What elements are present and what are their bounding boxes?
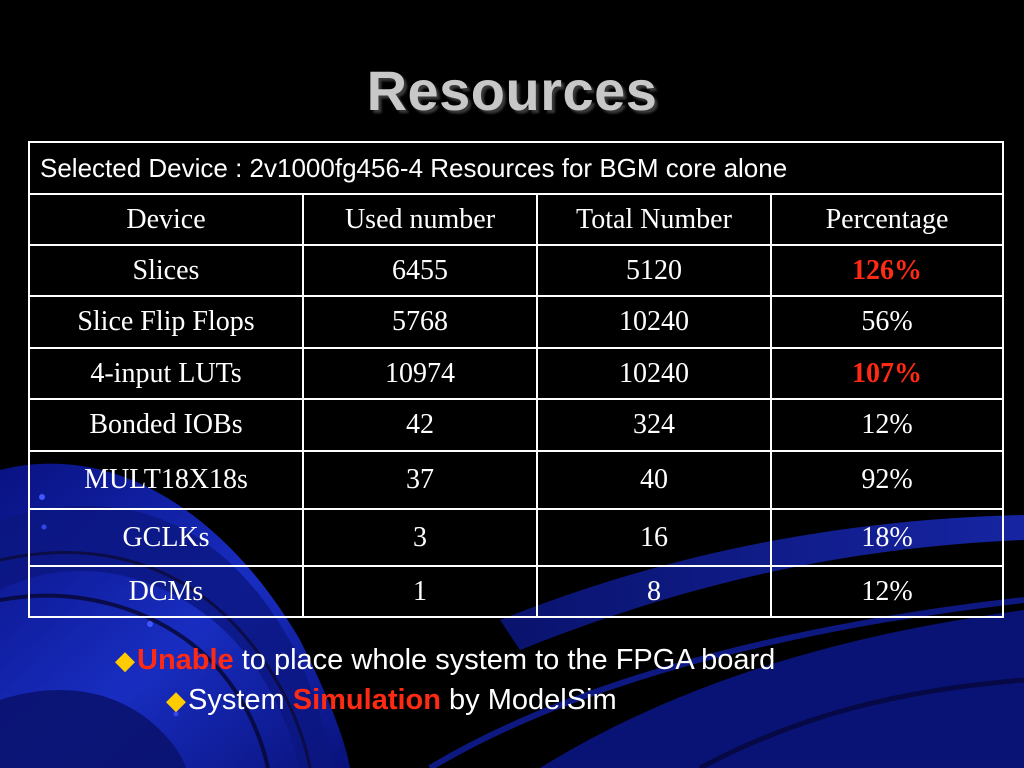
column-header-percentage: Percentage xyxy=(770,193,1004,246)
cell-device: Slices xyxy=(28,244,304,297)
column-header-used-number: Used number xyxy=(302,193,538,246)
column-header-total-number: Total Number xyxy=(536,193,772,246)
cell-used-number: 6455 xyxy=(302,244,538,297)
cell-used-number: 3 xyxy=(302,508,538,567)
cell-total-number: 324 xyxy=(536,398,772,452)
resources-table: Selected Device : 2v1000fg456-4 Resource… xyxy=(28,141,1004,618)
cell-device: MULT18X18s xyxy=(28,450,304,510)
table-row: MULT18X18s 37 40 92% xyxy=(28,450,1004,510)
cell-total-number: 40 xyxy=(536,450,772,510)
cell-total-number: 5120 xyxy=(536,244,772,297)
cell-device: DCMs xyxy=(28,565,304,618)
table-row: DCMs 1 8 12% xyxy=(28,565,1004,618)
cell-device: 4-input LUTs xyxy=(28,347,304,400)
cell-device: Slice Flip Flops xyxy=(28,295,304,349)
cell-total-number: 10240 xyxy=(536,347,772,400)
cell-total-number: 8 xyxy=(536,565,772,618)
cell-percentage: 18% xyxy=(770,508,1004,567)
cell-used-number: 1 xyxy=(302,565,538,618)
cell-percentage: 126% xyxy=(770,244,1004,297)
cell-percentage: 56% xyxy=(770,295,1004,349)
column-header-device: Device xyxy=(28,193,304,246)
cell-total-number: 10240 xyxy=(536,295,772,349)
cell-used-number: 5768 xyxy=(302,295,538,349)
table-header-row: Device Used number Total Number Percenta… xyxy=(28,193,1004,246)
cell-device: GCLKs xyxy=(28,508,304,567)
table-row: Bonded IOBs 42 324 12% xyxy=(28,398,1004,452)
cell-percentage: 92% xyxy=(770,450,1004,510)
cell-percentage: 107% xyxy=(770,347,1004,400)
resources-table-body: Selected Device : 2v1000fg456-4 Resource… xyxy=(28,141,1004,618)
cell-percentage: 12% xyxy=(770,398,1004,452)
cell-used-number: 37 xyxy=(302,450,538,510)
cell-used-number: 10974 xyxy=(302,347,538,400)
cell-used-number: 42 xyxy=(302,398,538,452)
table-row: GCLKs 3 16 18% xyxy=(28,508,1004,567)
table-caption: Selected Device : 2v1000fg456-4 Resource… xyxy=(28,141,1004,195)
table-row: Slice Flip Flops 5768 10240 56% xyxy=(28,295,1004,349)
cell-device: Bonded IOBs xyxy=(28,398,304,452)
table-row: 4-input LUTs 10974 10240 107% xyxy=(28,347,1004,400)
slide-title: Resources xyxy=(366,59,658,122)
table-row: Slices 6455 5120 126% xyxy=(28,244,1004,297)
cell-total-number: 16 xyxy=(536,508,772,567)
table-caption-row: Selected Device : 2v1000fg456-4 Resource… xyxy=(28,141,1004,195)
cell-percentage: 12% xyxy=(770,565,1004,618)
